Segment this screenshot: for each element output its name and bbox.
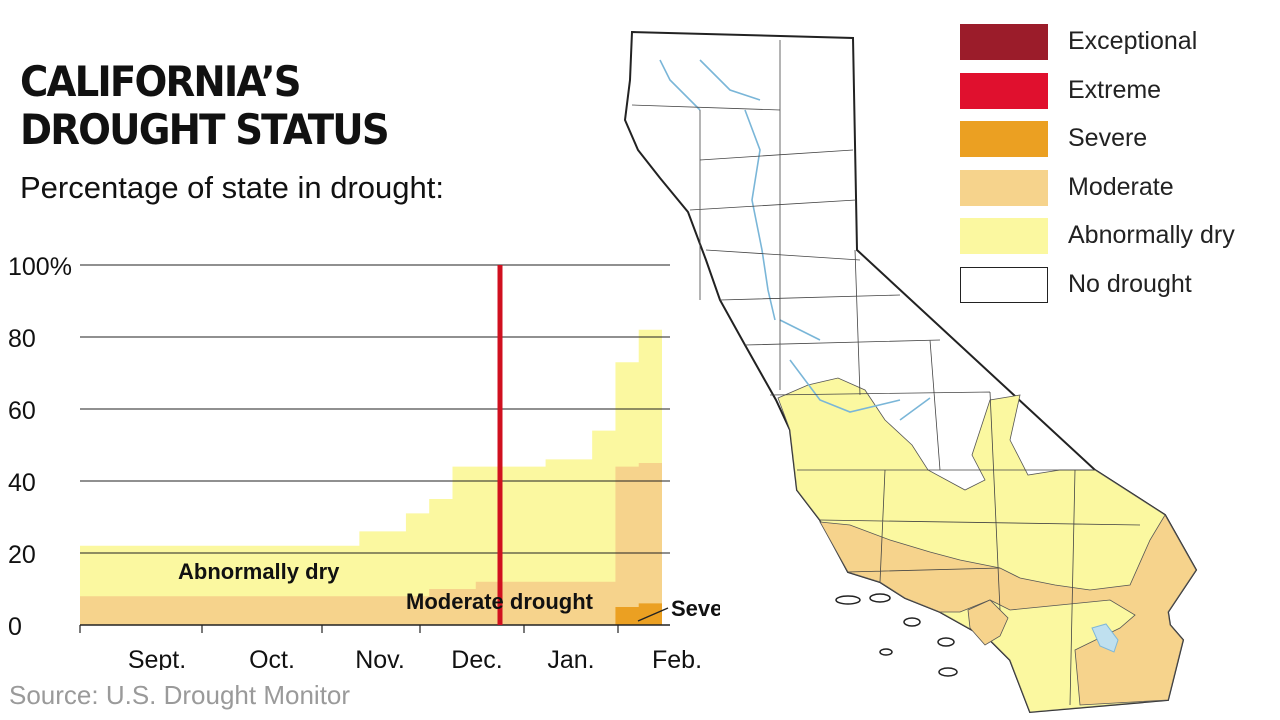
channel-islands <box>835 593 958 677</box>
x-tick-label: Sept. <box>128 646 186 670</box>
moderate-drought-patch <box>967 599 1009 646</box>
legend-swatch-abnormally-dry <box>960 218 1048 254</box>
title-line-2: DROUGHT STATUS <box>20 105 390 154</box>
legend-swatch-moderate <box>960 169 1048 206</box>
map-legend: Exceptional Extreme Severe Moderate Abno… <box>960 24 1235 315</box>
annotation-label: Severe <box>671 596 720 621</box>
legend-item-exceptional: Exceptional <box>960 24 1235 73</box>
annotation-leader <box>637 607 669 622</box>
legend-label-severe: Severe <box>1068 124 1148 152</box>
legend-swatch-extreme <box>960 72 1048 109</box>
legend-item-extreme: Extreme <box>960 72 1235 122</box>
x-tick-label: Feb. <box>652 646 702 670</box>
legend-label-exceptional: Exceptional <box>1068 27 1198 55</box>
x-tick-label: Nov. <box>355 646 405 670</box>
source-note: Source: U.S. Drought Monitor <box>9 680 351 710</box>
legend-item-moderate: Moderate <box>960 169 1235 219</box>
area-moderate-drought <box>80 463 662 625</box>
y-tick-label: 40 <box>8 469 36 497</box>
legend-label-moderate: Moderate <box>1068 172 1174 201</box>
legend-item-severe: Severe <box>960 121 1235 170</box>
legend-swatch-severe <box>960 121 1048 157</box>
title-line-1: CALIFORNIA’S <box>20 57 302 106</box>
x-tick-label: Dec. <box>451 646 502 670</box>
x-tick-label: Jan. <box>547 646 594 670</box>
y-tick-label: 100% <box>8 253 72 281</box>
legend-item-no-drought: No drought <box>960 266 1235 316</box>
y-tick-label: 20 <box>8 541 36 569</box>
rivers <box>659 59 931 421</box>
x-tick-label: Oct. <box>249 646 295 670</box>
legend-swatch-no-drought <box>960 266 1048 303</box>
area-abnormally-dry <box>80 329 662 625</box>
y-tick-label: 80 <box>8 325 36 353</box>
chart-subtitle: Percentage of state in drought: <box>20 170 444 205</box>
legend-item-abnormally-dry: Abnormally dry <box>960 218 1235 267</box>
county-lines <box>631 40 1141 706</box>
annotation-label: Moderate drought <box>406 589 594 614</box>
annotation-label: Abnormally dry <box>178 559 340 584</box>
y-tick-label: 60 <box>8 397 36 425</box>
legend-label-abnormally-dry: Abnormally dry <box>1068 221 1235 249</box>
y-tick-label: 0 <box>8 613 22 641</box>
legend-label-no-drought: No drought <box>1068 269 1192 298</box>
legend-label-extreme: Extreme <box>1068 75 1162 104</box>
california-drought-map <box>623 30 1198 714</box>
salton-sea <box>1091 623 1119 653</box>
legend-swatch-exceptional <box>960 24 1048 60</box>
chart-title: CALIFORNIA’S DROUGHT STATUS <box>20 57 390 154</box>
drought-area-chart: 0 20 40 60 80 100% Sept. Oct. Nov. Dec. Jan. Feb. Ab… <box>8 253 720 670</box>
